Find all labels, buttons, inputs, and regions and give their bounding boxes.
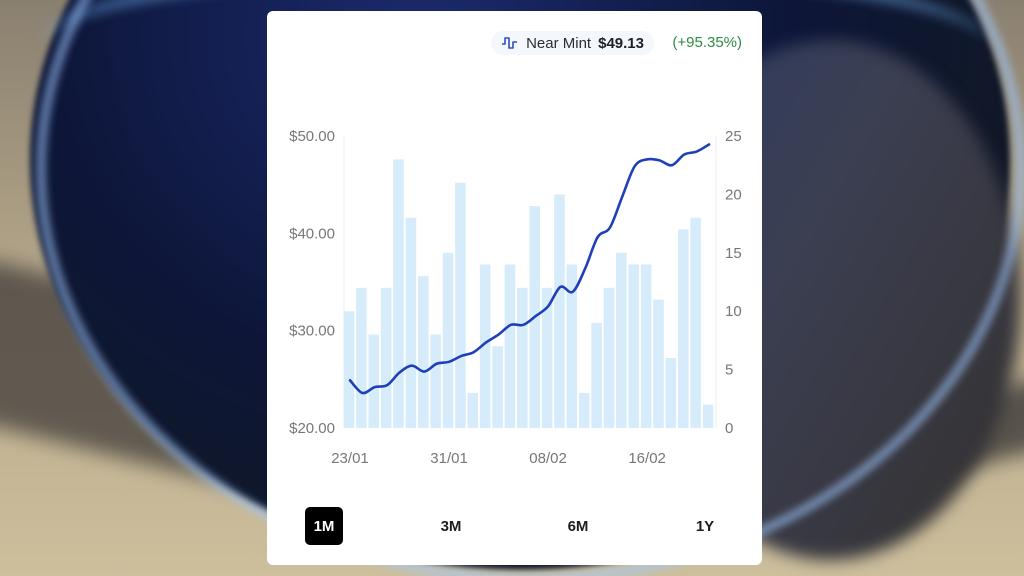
price-history-card: Near Mint $49.13 (+95.35%) $20.00 $30.00 $… [267, 11, 762, 565]
volume-bar [665, 357, 677, 428]
volume-bar [566, 264, 578, 428]
volume-bar [479, 264, 491, 428]
condition-label: Near Mint [526, 34, 592, 52]
right-axis-tick-label: 0 [725, 420, 733, 437]
range-1m-button[interactable]: 1M [305, 507, 343, 545]
x-axis-tick-label: 16/02 [628, 450, 666, 467]
volume-bar [467, 392, 479, 428]
volume-bars [343, 159, 714, 429]
right-axis-ticks: 0 5 10 15 20 25 [725, 128, 742, 437]
range-6m-button[interactable]: 6M [567, 517, 589, 535]
x-axis-tick-label: 08/02 [529, 450, 567, 467]
right-axis-tick-label: 15 [725, 245, 742, 262]
volume-bar [554, 194, 565, 428]
volume-bar [640, 264, 652, 428]
right-axis-tick-label: 20 [725, 186, 742, 203]
left-axis-tick-label: $30.00 [289, 323, 335, 340]
volume-bar [442, 252, 454, 428]
price-trend-icon [502, 37, 518, 49]
price-line [348, 143, 711, 395]
volume-bar [430, 334, 441, 428]
volume-bar [653, 299, 664, 428]
current-price: $49.13 [598, 34, 644, 52]
volume-bar [455, 182, 466, 428]
volume-bar [504, 264, 516, 428]
volume-bar [356, 287, 367, 428]
volume-bar [591, 322, 602, 428]
right-axis-tick-label: 5 [725, 362, 733, 379]
volume-bar [616, 252, 627, 428]
condition-price-badge: Near Mint $49.13 [491, 31, 654, 55]
volume-bar [492, 346, 503, 428]
right-axis-tick-label: 10 [725, 303, 742, 320]
volume-bar [628, 264, 640, 428]
x-axis-tick-label: 31/01 [430, 450, 468, 467]
left-axis-tick-label: $50.00 [289, 128, 335, 145]
range-1y-button[interactable]: 1Y [695, 517, 715, 535]
volume-bar [578, 392, 590, 428]
x-axis-ticks: 23/01 31/01 08/02 16/02 [331, 450, 666, 467]
price-volume-chart: $20.00 $30.00 $40.00 $50.00 0 5 10 15 20 25 23/0… [289, 128, 742, 467]
right-axis-tick-label: 25 [725, 128, 742, 145]
time-range-selector: 1M 3M 6M 1Y [305, 507, 724, 545]
left-axis-ticks: $20.00 $30.00 $40.00 $50.00 [289, 128, 335, 437]
volume-bar [343, 311, 355, 428]
volume-bar [405, 217, 417, 428]
volume-bar [677, 229, 689, 428]
x-axis-tick-label: 23/01 [331, 450, 369, 467]
volume-bar [690, 217, 701, 428]
volume-bar [541, 287, 553, 428]
range-3m-button[interactable]: 3M [440, 517, 462, 535]
volume-bar [702, 404, 714, 428]
volume-bar [517, 287, 528, 428]
left-axis-tick-label: $40.00 [289, 225, 335, 242]
volume-bar [393, 159, 404, 429]
volume-bar [368, 334, 380, 428]
volume-bar [417, 276, 429, 428]
volume-bar [603, 287, 615, 428]
volume-bar [380, 287, 392, 428]
price-change-percent: (+95.35%) [672, 34, 742, 51]
left-axis-tick-label: $20.00 [289, 420, 335, 437]
